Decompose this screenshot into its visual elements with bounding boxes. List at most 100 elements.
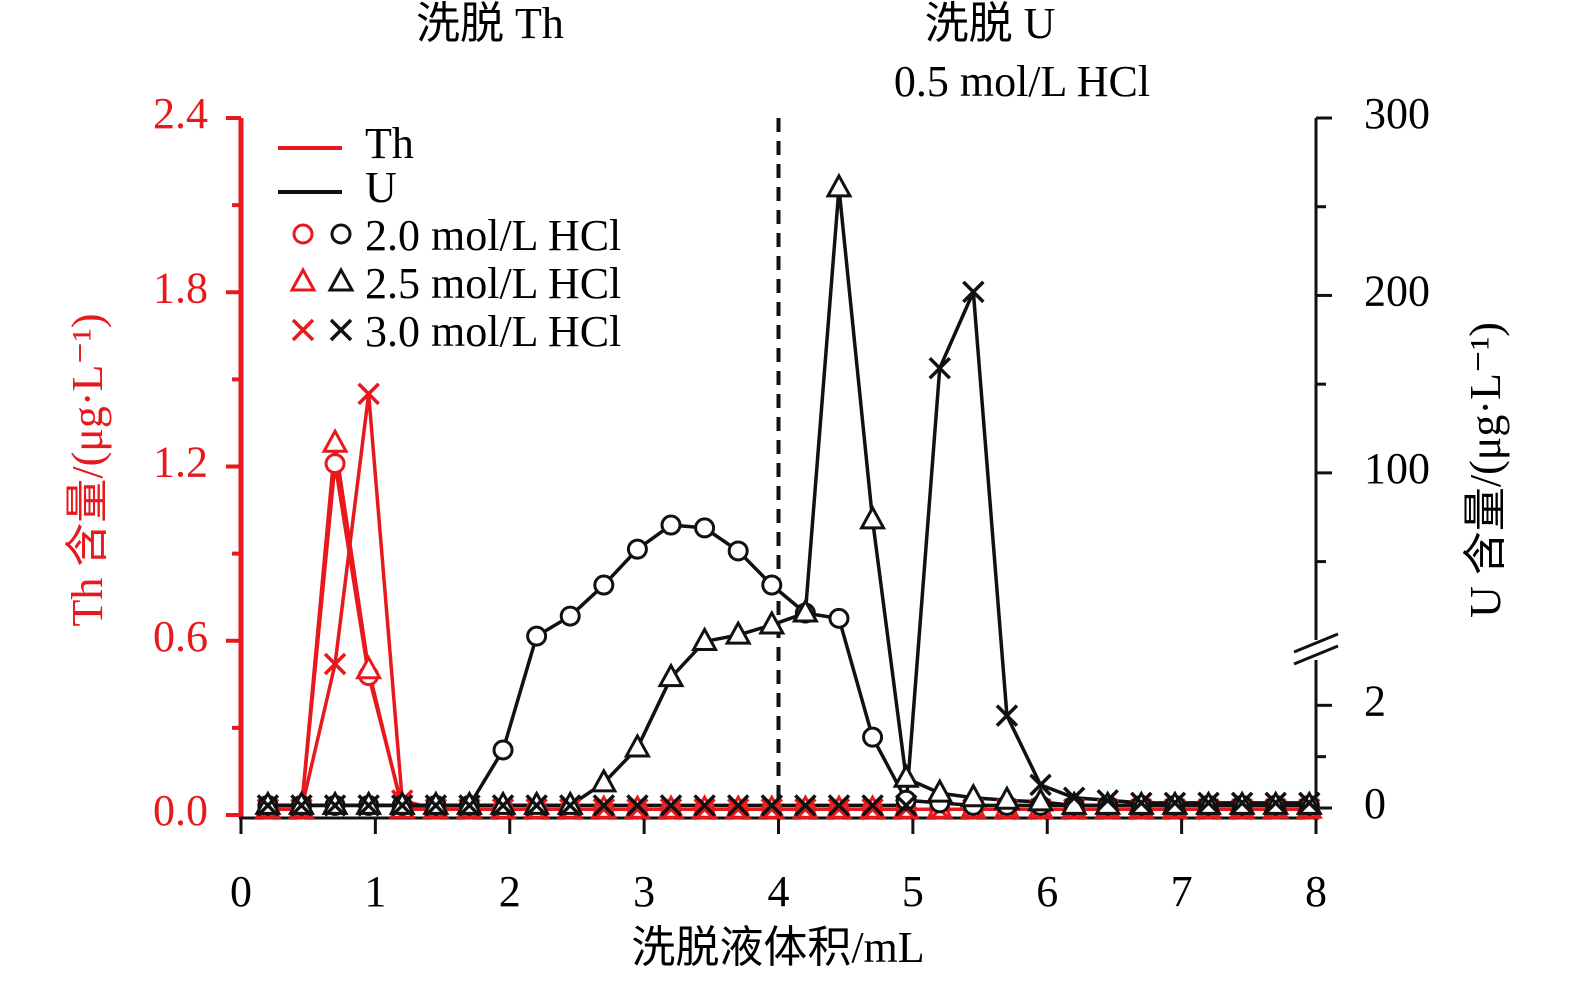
marker [626, 797, 649, 821]
marker [862, 726, 884, 748]
marker [726, 797, 750, 821]
y-tick-label: 1.2 [153, 438, 208, 487]
marker [694, 517, 716, 539]
y2-tick-label: 300 [1364, 89, 1430, 138]
marker [357, 794, 380, 817]
x-tick-label: 3 [633, 867, 655, 916]
axis-break [1293, 644, 1339, 666]
series-line [267, 523, 1310, 808]
marker [623, 732, 651, 758]
marker [593, 574, 615, 596]
marker [828, 607, 850, 629]
marker [794, 794, 817, 817]
marker [892, 763, 920, 788]
legend-marker [289, 266, 317, 292]
x-tick-label: 2 [499, 867, 521, 916]
marker [626, 538, 648, 560]
x-tick-label: 0 [230, 867, 252, 916]
marker [458, 794, 481, 817]
marker [1163, 791, 1187, 815]
y2-axis-label: U 含量/(μg·L⁻¹) [1461, 322, 1510, 618]
marker [959, 782, 987, 808]
x-axis-label: 洗脱液体积/mL [631, 923, 924, 972]
y-tick-label: 0.6 [153, 612, 208, 661]
x-tick-label: 5 [902, 867, 924, 916]
marker [659, 797, 683, 821]
legend-marker [292, 223, 314, 245]
marker [726, 794, 750, 817]
marker [526, 625, 548, 647]
marker [794, 797, 817, 821]
marker [758, 609, 786, 635]
x-tick-label: 8 [1305, 867, 1327, 916]
marker [424, 794, 448, 817]
marker [727, 540, 749, 562]
x-tick-label: 4 [768, 867, 790, 916]
marker [491, 794, 515, 817]
marker [657, 662, 685, 688]
annotation: 洗脱 U [925, 0, 1056, 48]
marker [693, 794, 716, 817]
marker [355, 654, 383, 680]
axis-break [1293, 632, 1339, 654]
marker [1096, 789, 1119, 812]
marker [357, 382, 380, 406]
marker [1029, 773, 1052, 797]
marker [1264, 791, 1287, 815]
legend-marker [330, 223, 352, 245]
marker [760, 794, 784, 817]
series-line [267, 443, 1310, 811]
marker [1130, 791, 1153, 815]
marker [894, 794, 918, 817]
marker [1230, 791, 1254, 815]
marker [660, 514, 682, 536]
marker [256, 794, 280, 817]
annotation: 洗脱 Th [416, 0, 564, 48]
legend-marker [291, 318, 315, 342]
legend-label: 3.0 mol/L HCl [365, 307, 621, 356]
marker [926, 778, 954, 803]
legend-label: Th [365, 119, 414, 168]
marker [791, 597, 819, 623]
marker [825, 172, 853, 198]
x-tick-label: 1 [364, 867, 386, 916]
marker [558, 794, 582, 817]
legend-marker [327, 266, 355, 292]
marker [290, 794, 313, 817]
y2-tick-label: 0 [1364, 779, 1386, 828]
marker [321, 428, 349, 453]
marker [859, 504, 887, 530]
y-axis-label: Th 含量/(μg·L⁻¹) [63, 314, 112, 627]
marker [827, 797, 851, 821]
marker [962, 280, 985, 304]
marker [592, 794, 616, 817]
y-tick-label: 1.8 [153, 263, 208, 312]
marker [761, 574, 783, 596]
legend-label: U [365, 163, 397, 212]
annotation: 0.5 mol/L HCl [894, 57, 1150, 106]
marker [590, 767, 618, 793]
marker [324, 453, 346, 475]
marker [861, 797, 884, 821]
series-line [267, 393, 1310, 811]
marker [724, 619, 752, 645]
marker [827, 794, 851, 817]
x-tick-label: 7 [1171, 867, 1193, 916]
marker [659, 794, 683, 817]
marker [1062, 786, 1086, 809]
series-line [267, 291, 1310, 808]
marker [592, 797, 616, 821]
marker [391, 794, 414, 817]
marker [861, 794, 884, 817]
marker [323, 794, 347, 817]
marker [928, 356, 951, 380]
y2-tick-label: 100 [1364, 444, 1430, 493]
marker [693, 797, 716, 821]
marker [993, 785, 1021, 810]
legend-marker [329, 318, 353, 342]
y2-tick-label: 200 [1364, 267, 1430, 316]
marker [559, 605, 581, 627]
marker [1026, 786, 1055, 812]
